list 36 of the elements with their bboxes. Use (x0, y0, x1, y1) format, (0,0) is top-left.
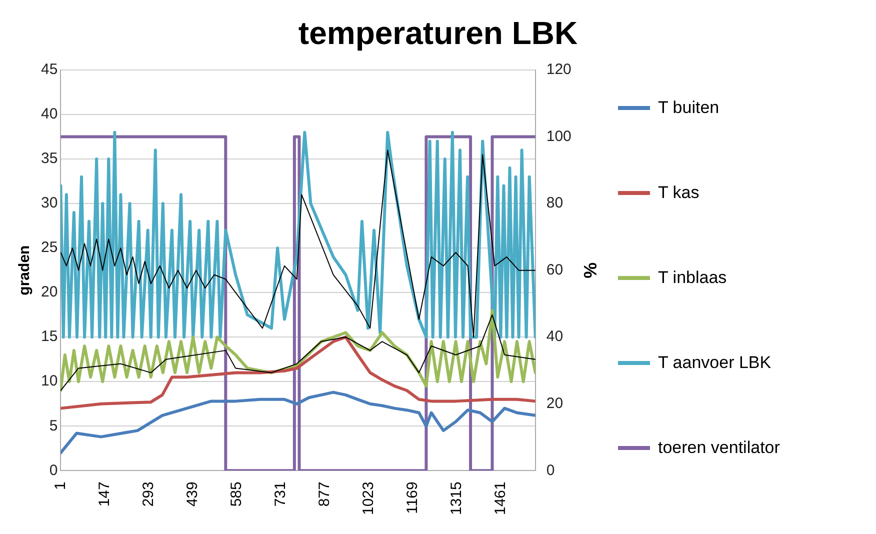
y-tick-label: 35 (40, 150, 58, 168)
legend-label: T buiten (658, 98, 720, 118)
x-tick-label: 1023 (360, 482, 378, 516)
y2-axis-title: % (580, 262, 600, 278)
y-tick-label: 40 (40, 106, 58, 123)
y-axis-title: graden (16, 245, 34, 296)
y-tick-label: 15 (40, 328, 58, 346)
legend-label: T aanvoer LBK (658, 353, 772, 373)
y2-tick-label: 0 (546, 462, 555, 479)
x-tick-label: 1315 (448, 482, 466, 516)
x-tick-label: 585 (228, 482, 245, 507)
x-tick-label: 1 (52, 482, 69, 490)
y2-tick-label: 40 (546, 328, 564, 346)
x-tick-label: 147 (96, 482, 113, 507)
y-tick-label: 5 (49, 417, 58, 434)
y2-tick-label: 100 (546, 128, 572, 145)
x-tick-label: 877 (316, 482, 334, 507)
legend-label: T kas (658, 183, 700, 203)
x-tick-label: 1461 (492, 482, 510, 516)
y-tick-label: 10 (40, 372, 58, 390)
y2-tick-label: 80 (546, 194, 564, 212)
y-tick-label: 25 (40, 239, 58, 256)
y2-tick-label: 60 (546, 261, 564, 278)
chart-title: temperaturen LBK (297, 14, 579, 53)
y-tick-label: 45 (40, 61, 58, 78)
x-tick-label: 293 (140, 482, 157, 507)
x-tick-label: 439 (184, 482, 201, 507)
y-tick-label: 20 (40, 284, 58, 301)
y2-tick-label: 20 (546, 395, 564, 412)
x-tick-label: 731 (272, 482, 289, 507)
x-tick-label: 1169 (404, 482, 422, 514)
y-tick-label: 30 (40, 194, 58, 212)
legend-label: toeren ventilator (658, 438, 780, 458)
y2-tick-label: 120 (546, 61, 572, 78)
legend-label: T inblaas (658, 268, 727, 288)
y-tick-label: 0 (49, 462, 58, 479)
